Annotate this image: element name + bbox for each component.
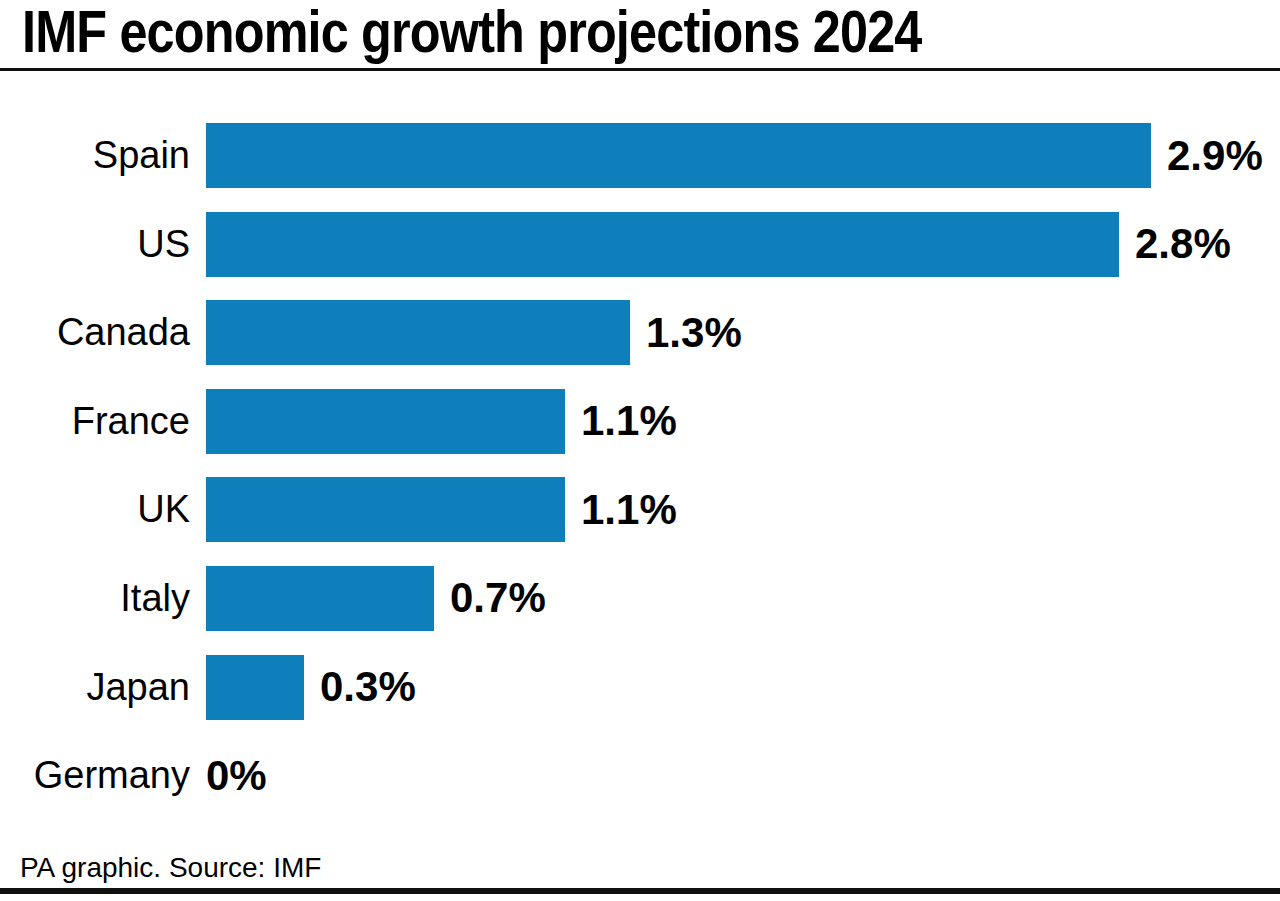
- value-label: 1.1%: [581, 486, 677, 534]
- chart-row: Canada 1.3%: [0, 300, 1280, 365]
- category-label: US: [0, 223, 190, 266]
- bottom-divider: [0, 888, 1280, 894]
- source-note: PA graphic. Source: IMF: [20, 852, 321, 884]
- bar-area: 1.3%: [206, 300, 742, 365]
- bar-chart: Spain 2.9% US 2.8% Canada 1.3% France 1.…: [0, 123, 1280, 832]
- category-label: France: [0, 400, 190, 443]
- bar: [206, 655, 304, 720]
- chart-row: Italy 0.7%: [0, 566, 1280, 631]
- value-label: 1.3%: [646, 309, 742, 357]
- bar: [206, 389, 565, 454]
- bar-area: 1.1%: [206, 477, 677, 542]
- category-label: Germany: [0, 754, 190, 797]
- category-label: Canada: [0, 311, 190, 354]
- chart-row: France 1.1%: [0, 389, 1280, 454]
- infographic: IMF economic growth projections 2024 Spa…: [0, 0, 1280, 901]
- page-title: IMF economic growth projections 2024: [22, 2, 922, 62]
- bar: [206, 123, 1151, 188]
- value-label: 1.1%: [581, 397, 677, 445]
- value-label: 2.9%: [1167, 132, 1263, 180]
- bar-area: 0%: [206, 743, 267, 808]
- chart-row: Germany 0%: [0, 743, 1280, 808]
- category-label: UK: [0, 488, 190, 531]
- value-label: 0%: [206, 752, 267, 800]
- category-label: Spain: [0, 134, 190, 177]
- bar: [206, 477, 565, 542]
- bar: [206, 212, 1119, 277]
- bar: [206, 566, 434, 631]
- category-label: Italy: [0, 577, 190, 620]
- bar-area: 1.1%: [206, 389, 677, 454]
- chart-row: Japan 0.3%: [0, 655, 1280, 720]
- chart-row: US 2.8%: [0, 212, 1280, 277]
- bar-area: 0.3%: [206, 655, 416, 720]
- chart-row: Spain 2.9%: [0, 123, 1280, 188]
- value-label: 0.7%: [450, 574, 546, 622]
- bar-area: 2.9%: [206, 123, 1263, 188]
- category-label: Japan: [0, 666, 190, 709]
- chart-row: UK 1.1%: [0, 477, 1280, 542]
- bar: [206, 300, 630, 365]
- value-label: 2.8%: [1135, 220, 1231, 268]
- title-divider: [0, 68, 1280, 71]
- bar-area: 2.8%: [206, 212, 1231, 277]
- value-label: 0.3%: [320, 663, 416, 711]
- bar-area: 0.7%: [206, 566, 546, 631]
